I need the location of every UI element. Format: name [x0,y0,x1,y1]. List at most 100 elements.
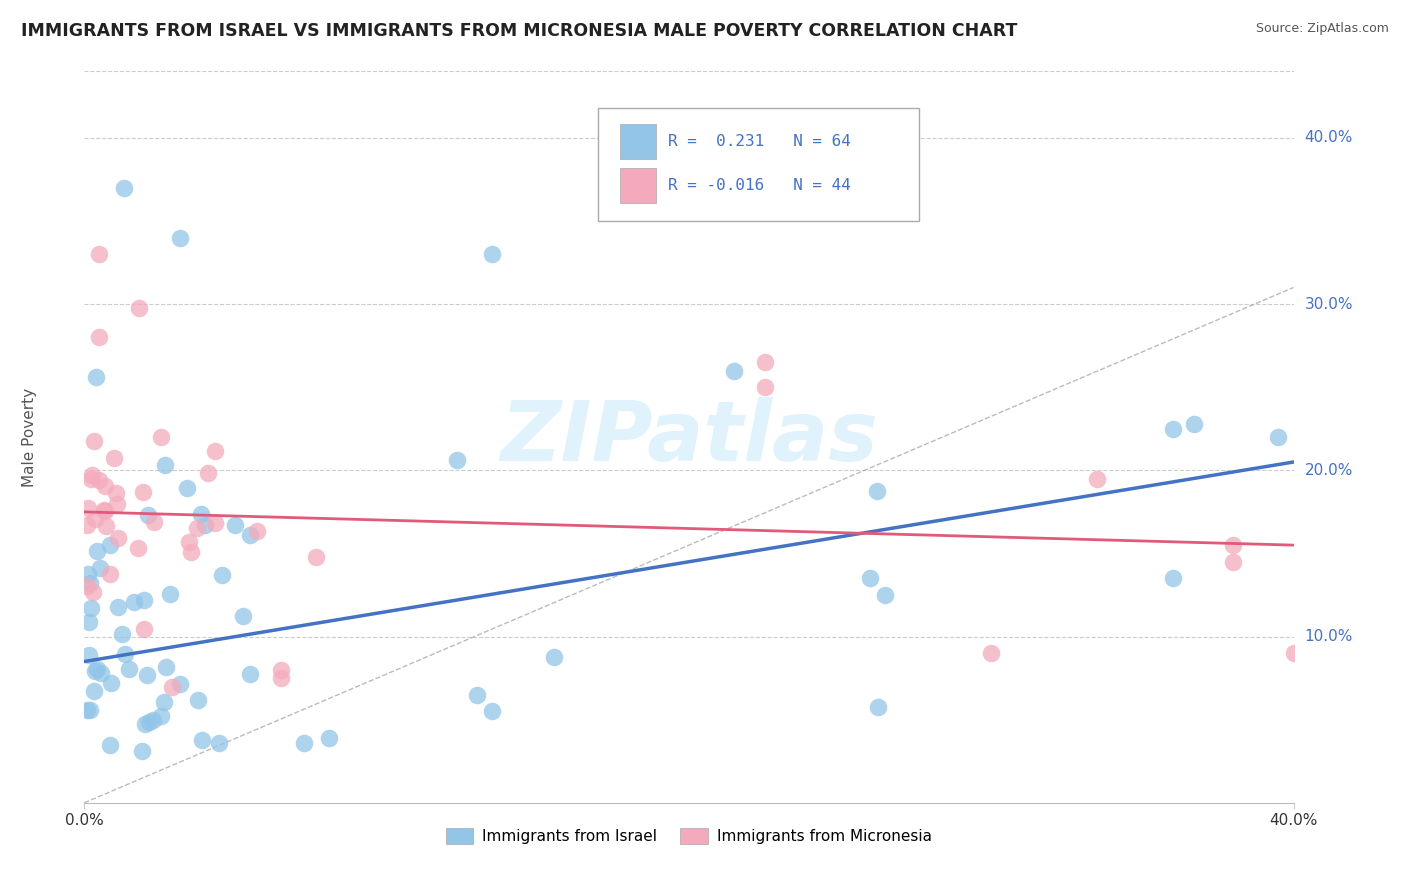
Point [89,330,111,344]
Point [1222,555,1244,569]
Point [142,713,165,727]
Text: Male Poverty: Male Poverty [22,387,38,487]
Point [754,355,776,369]
Point [446,452,468,467]
Point [211,568,233,582]
Point [100,675,122,690]
Point [134,717,156,731]
Point [1161,422,1184,436]
Point [1184,417,1206,432]
FancyBboxPatch shape [620,124,657,159]
Point [127,541,149,556]
Point [107,496,129,510]
Point [859,571,882,585]
Point [84,370,107,384]
Point [723,363,745,377]
Point [868,700,890,714]
Legend: Immigrants from Israel, Immigrants from Micronesia: Immigrants from Israel, Immigrants from … [440,822,938,850]
Point [866,484,889,499]
Point [1267,430,1289,444]
Point [79,575,101,590]
Point [543,650,565,665]
Point [77,648,100,662]
Point [79,703,101,717]
Point [1282,646,1305,660]
Point [150,708,173,723]
Point [76,517,98,532]
Point [169,231,191,245]
Point [1222,538,1244,552]
Point [89,561,111,575]
Point [132,622,155,636]
Point [103,450,125,465]
FancyBboxPatch shape [620,168,657,203]
Point [86,544,108,558]
Point [107,599,129,614]
Point [94,504,117,518]
Point [159,587,181,601]
Point [155,660,177,674]
FancyBboxPatch shape [599,108,918,221]
Point [232,608,254,623]
Point [84,664,107,678]
Point [980,646,1002,660]
Point [136,508,159,522]
Point [128,301,150,316]
Point [94,519,117,533]
Point [89,247,111,261]
Point [77,615,100,629]
Point [239,528,262,542]
Point [86,662,108,676]
Point [107,531,129,545]
Point [467,688,489,702]
Point [204,444,226,458]
Point [153,458,176,472]
Text: R =  0.231   N = 64: R = 0.231 N = 64 [668,134,851,149]
Point [90,665,112,680]
Point [754,380,776,394]
Point [100,538,122,552]
Point [186,521,208,535]
Point [77,567,100,582]
Point [118,662,141,676]
Point [160,680,183,694]
Point [98,738,121,752]
Point [83,434,105,448]
Point [124,595,146,609]
Point [143,515,166,529]
Point [105,485,128,500]
Point [77,500,100,515]
Text: ZIPatlas: ZIPatlas [501,397,877,477]
Point [131,744,153,758]
Point [1085,472,1108,486]
Text: Source: ZipAtlas.com: Source: ZipAtlas.com [1256,22,1389,36]
Point [98,567,121,582]
Text: IMMIGRANTS FROM ISRAEL VS IMMIGRANTS FROM MICRONESIA MALE POVERTY CORRELATION CH: IMMIGRANTS FROM ISRAEL VS IMMIGRANTS FRO… [21,22,1018,40]
Point [169,676,191,690]
Point [76,703,98,717]
Point [132,592,155,607]
Point [149,430,172,444]
Point [80,468,103,483]
Point [138,714,160,729]
Point [194,518,217,533]
Point [180,545,202,559]
Point [190,507,212,521]
Point [875,588,897,602]
Point [305,549,328,564]
Point [246,524,269,538]
Point [187,693,209,707]
Point [153,695,176,709]
Text: 10.0%: 10.0% [1305,629,1353,644]
Point [208,736,231,750]
Point [318,731,340,746]
Point [481,705,503,719]
Point [197,467,219,481]
Point [84,512,107,526]
Text: 20.0%: 20.0% [1305,463,1353,478]
Text: 40.0%: 40.0% [1305,130,1353,145]
Point [93,503,115,517]
Point [177,535,200,549]
Point [76,579,98,593]
Point [94,479,117,493]
